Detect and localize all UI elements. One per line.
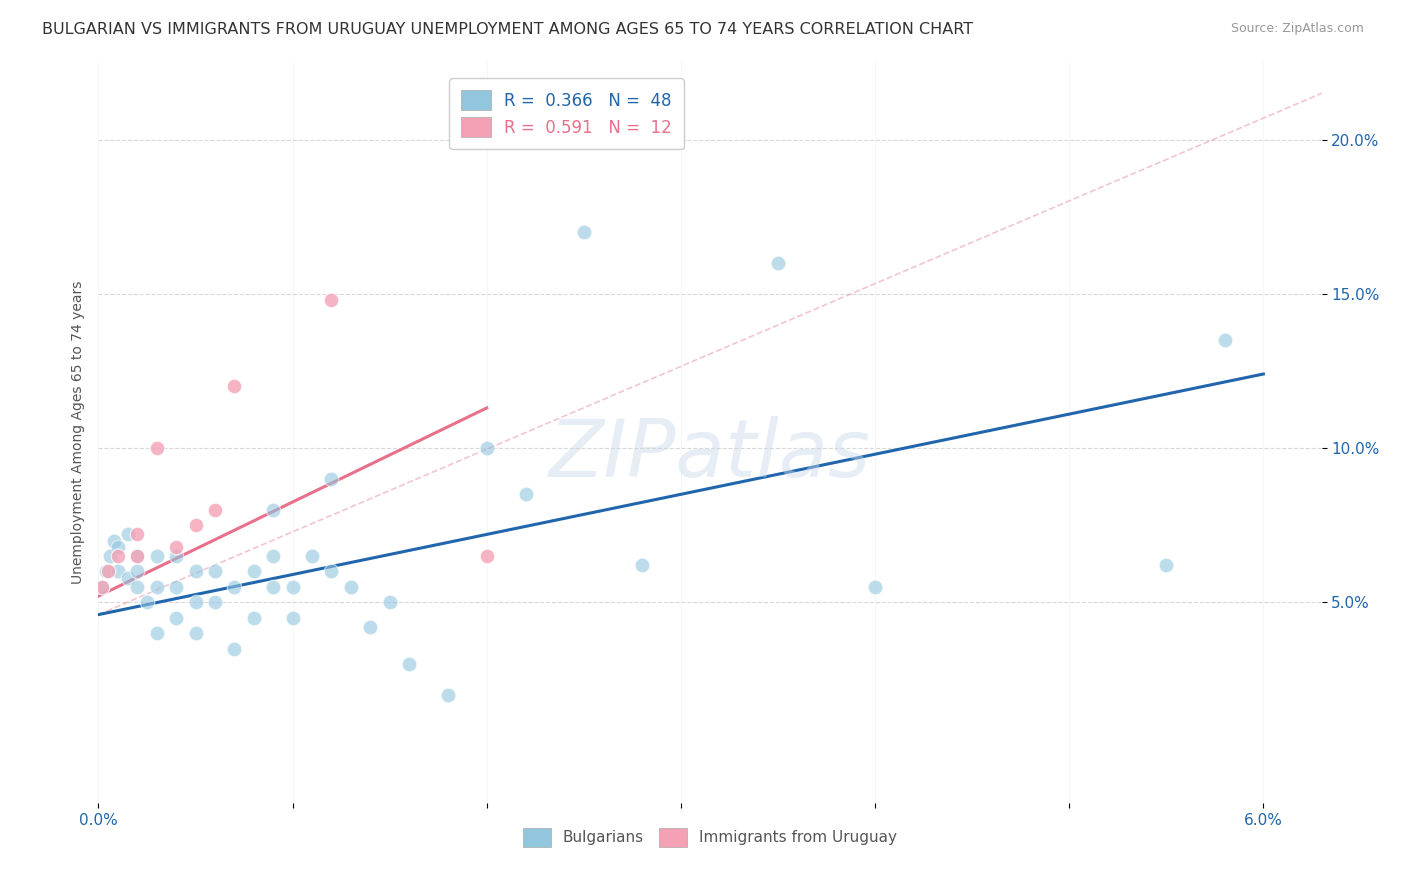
Point [107, 565, 129, 579]
Point [117, 527, 139, 541]
Point [165, 580, 187, 594]
Point [340, 580, 363, 594]
Text: BULGARIAN VS IMMIGRANTS FROM URUGUAY UNEMPLOYMENT AMONG AGES 65 TO 74 YEARS CORR: BULGARIAN VS IMMIGRANTS FROM URUGUAY UNE… [42, 22, 973, 37]
Point [224, 379, 246, 393]
Point [103, 533, 125, 548]
Point [1213, 333, 1236, 347]
Point [127, 565, 149, 579]
Y-axis label: Unemployment Among Ages 65 to 74 years: Unemployment Among Ages 65 to 74 years [70, 281, 84, 584]
Point [359, 620, 381, 634]
Point [204, 565, 226, 579]
Point [572, 225, 595, 239]
Point [242, 565, 264, 579]
Point [262, 549, 284, 563]
Point [475, 549, 498, 563]
Point [97, 565, 120, 579]
Point [91, 580, 114, 594]
Point [165, 611, 187, 625]
Point [127, 527, 149, 541]
Point [398, 657, 420, 671]
Point [165, 549, 187, 563]
Point [321, 565, 343, 579]
Point [378, 595, 401, 609]
Point [262, 502, 284, 516]
Point [184, 518, 207, 533]
Point [127, 549, 149, 563]
Point [145, 580, 167, 594]
Point [1156, 558, 1178, 573]
Point [515, 487, 537, 501]
Point [117, 571, 139, 585]
Point [224, 641, 246, 656]
Point [184, 565, 207, 579]
Point [127, 580, 149, 594]
Point [321, 472, 343, 486]
Text: Source: ZipAtlas.com: Source: ZipAtlas.com [1230, 22, 1364, 36]
Point [262, 580, 284, 594]
Point [136, 595, 159, 609]
Point [145, 626, 167, 640]
Point [107, 540, 129, 554]
Legend: Bulgarians, Immigrants from Uruguay: Bulgarians, Immigrants from Uruguay [516, 821, 904, 855]
Point [204, 595, 226, 609]
Point [475, 441, 498, 455]
Point [631, 558, 654, 573]
Point [127, 549, 149, 563]
Point [91, 580, 114, 594]
Point [281, 580, 304, 594]
Point [107, 549, 129, 563]
Point [242, 611, 264, 625]
Point [184, 595, 207, 609]
Text: ZIPatlas: ZIPatlas [548, 416, 872, 494]
Point [766, 256, 789, 270]
Point [184, 626, 207, 640]
Point [224, 580, 246, 594]
Point [98, 549, 121, 563]
Point [437, 688, 460, 702]
Point [281, 611, 304, 625]
Point [145, 549, 167, 563]
Point [301, 549, 323, 563]
Point [321, 293, 343, 307]
Point [96, 565, 118, 579]
Point [863, 580, 886, 594]
Point [204, 502, 226, 516]
Point [145, 441, 167, 455]
Point [165, 540, 187, 554]
